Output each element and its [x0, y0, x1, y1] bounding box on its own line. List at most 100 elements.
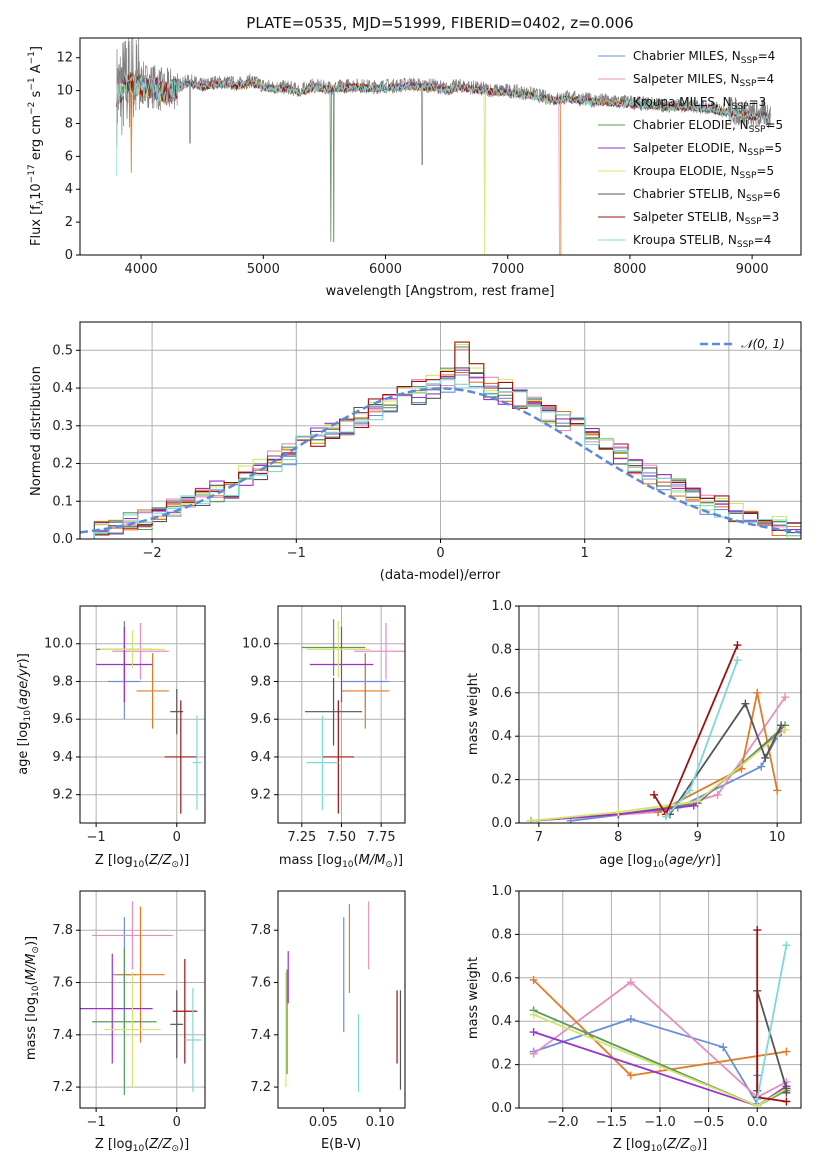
y-tick-label: 9.2	[250, 788, 271, 803]
weight-point-marker	[529, 1010, 538, 1019]
errorbar-plot-area	[301, 619, 405, 814]
x-tick-label: 9	[694, 830, 702, 845]
y-tick-label: 0.3	[52, 419, 73, 434]
y-tick-label: 9.6	[250, 712, 271, 727]
weight-point-marker	[733, 641, 742, 650]
y-tick-label: 9.8	[52, 674, 73, 689]
y-tick-label: 9.2	[52, 788, 73, 803]
y-tick-label: 7.4	[52, 1028, 73, 1043]
x-tick-label: −1.0	[644, 1115, 676, 1130]
figure-title: PLATE=0535, MJD=51999, FIBERID=0402, z=0…	[246, 14, 633, 32]
y-tick-label: 7.2	[52, 1080, 73, 1095]
x-tick-label: 0	[173, 830, 181, 845]
axes-frame	[518, 605, 802, 824]
y-tick-label: 0.0	[491, 816, 512, 831]
y-tick-label: 12	[56, 51, 73, 66]
y-tick-label: 9.8	[250, 674, 271, 689]
y-tick-label: 1.0	[491, 599, 512, 614]
x-tick-label: 0	[173, 1115, 181, 1130]
y-tick-label: 8	[65, 116, 73, 131]
weight-point-marker	[650, 790, 659, 799]
weight-point-marker	[733, 656, 742, 665]
y-tick-label: 0.2	[52, 457, 73, 472]
weight-point-marker	[626, 1015, 635, 1024]
y-tick-label: 10.0	[242, 637, 271, 652]
wage-ylabel: mass weight	[466, 673, 481, 755]
y-tick-label: 0.8	[491, 927, 512, 942]
weight-point-marker	[753, 1095, 762, 1104]
y-tick-label: 7.8	[52, 923, 73, 938]
x-tick-label: 0.05	[309, 1115, 338, 1130]
y-tick-label: 0.4	[491, 1014, 512, 1029]
massz-ylabel: mass [log10(M/M⊙)]	[24, 936, 41, 1060]
x-tick-label: 7.25	[287, 830, 316, 845]
massz-xlabel: Z [log10(Z/Z⊙)]	[95, 1137, 189, 1154]
y-tick-label: 6	[65, 149, 73, 164]
axes-frame	[277, 605, 406, 824]
y-tick-label: 10.0	[44, 637, 73, 652]
weight-vs-age-panel: mass weight age [log10(age/yr)] 7 8 9 10 0.0…	[466, 599, 802, 870]
weight-point-marker	[719, 1043, 728, 1052]
massebv-xlabel: E(B-V)	[321, 1137, 361, 1152]
y-tick-label: 10	[56, 84, 73, 99]
x-tick-label: −1	[287, 546, 306, 561]
age-vs-metallicity-panel: age [log10(age/yr)] Z [log10(Z/Z⊙)] −1 0 9…	[16, 605, 206, 870]
weight-point-marker	[782, 1097, 791, 1106]
weight-point-marker	[693, 797, 702, 806]
residuals-plot-area	[80, 341, 801, 539]
agem-xlabel: mass [log10(M/M⊙)]	[279, 853, 403, 870]
weight-point-marker	[782, 941, 791, 950]
x-tick-label: 4000	[125, 262, 158, 277]
axes-frame	[79, 37, 802, 256]
legend-label: Kroupa STELIB, NSSP=4	[633, 233, 771, 250]
y-tick-label: 1.0	[491, 884, 512, 899]
weight-point-marker	[781, 693, 790, 702]
weight-series-line	[669, 701, 782, 815]
x-tick-label: 7.50	[327, 830, 356, 845]
legend-label: Kroupa ELODIE, NSSP=5	[633, 164, 774, 181]
weight-point-marker	[626, 1071, 635, 1080]
y-tick-label: 7.2	[250, 1080, 271, 1095]
y-tick-label: 0	[65, 248, 73, 263]
weight-point-marker	[753, 926, 762, 935]
y-tick-label: 0.8	[491, 642, 512, 657]
weight-series-line	[653, 644, 739, 817]
y-tick-label: 0.2	[491, 1058, 512, 1073]
mass-vs-ebv-panel: E(B-V) 0.05 0.10 7.2 7.4 7.6 7.8	[250, 890, 406, 1152]
x-tick-label: −1.5	[596, 1115, 628, 1130]
legend-label: 𝒩(0, 1)	[741, 337, 785, 351]
weight-point-marker	[777, 721, 786, 730]
spectrum-panel: wavelength [Angstrom, rest frame] Flux […	[27, 37, 802, 299]
y-tick-label: 0.4	[52, 381, 73, 396]
x-tick-label: 8	[614, 830, 622, 845]
x-tick-label: 7000	[491, 262, 524, 277]
weight-series-line	[533, 980, 787, 1099]
x-tick-label: −1	[87, 830, 106, 845]
x-tick-label: −0.5	[693, 1115, 725, 1130]
x-tick-label: 0	[436, 546, 444, 561]
y-tick-label: 9.4	[250, 750, 271, 765]
legend-label: Chabrier ELODIE, NSSP=5	[633, 118, 783, 135]
x-tick-label: 7.75	[367, 830, 396, 845]
y-tick-label: 0.0	[52, 532, 73, 547]
model-spectrum-line	[116, 73, 771, 177]
weight-point-marker	[529, 975, 538, 984]
mass-vs-metallicity-panel: mass [log10(M/M⊙)] Z [log10(Z/Z⊙)] −1 0 7.…	[24, 890, 206, 1154]
x-tick-label: 1	[581, 546, 589, 561]
weight-vs-metallicity-panel: mass weight Z [log10(Z/Z⊙)] −2.0 −1.5 −1.0…	[466, 884, 802, 1154]
legend-label: Chabrier STELIB, NSSP=6	[633, 187, 781, 204]
x-tick-label: 6000	[369, 262, 402, 277]
weight-series-line	[530, 729, 786, 822]
y-tick-label: 0.6	[491, 971, 512, 986]
agez-xlabel: Z [log10(Z/Z⊙)]	[95, 853, 189, 870]
weight-point-marker	[773, 786, 782, 795]
residual-histogram-step	[80, 367, 801, 539]
residuals-panel: (data-model)/error Normed distribution −…	[29, 321, 802, 583]
weight-point-marker	[782, 1088, 791, 1097]
y-tick-label: 7.6	[250, 976, 271, 991]
weight-point-marker	[761, 753, 770, 762]
weight-point-marker	[713, 790, 722, 799]
weight-point-marker	[685, 786, 694, 795]
weight-point-marker	[529, 1049, 538, 1058]
weight-point-marker	[529, 1028, 538, 1037]
